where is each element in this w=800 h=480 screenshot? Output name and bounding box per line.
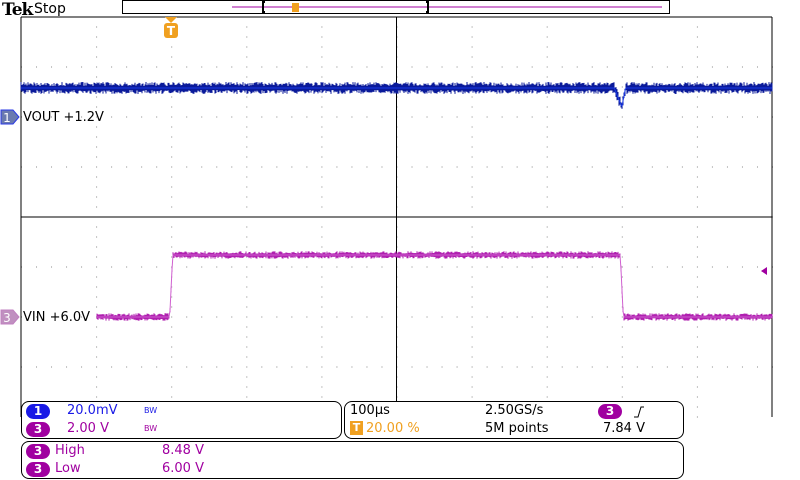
record-length: 5M points — [485, 421, 549, 436]
acquisition-status: Stop — [34, 1, 66, 17]
ch3-ground-marker[interactable]: 3 — [0, 309, 20, 325]
trigger-level-marker — [761, 267, 767, 275]
trace-vout-core — [21, 87, 772, 108]
measurement-value: 6.00 V — [162, 461, 204, 476]
ch1-badge: 1 — [26, 404, 50, 419]
trigger-position-marker[interactable]: T — [164, 17, 178, 38]
horizontal-scale: 100µs — [350, 403, 390, 418]
svg-text:3: 3 — [3, 311, 11, 325]
sample-rate: 2.50GS/s — [485, 403, 544, 418]
trigger-position: 20.00 % — [366, 421, 420, 436]
ch3-badge: 3 — [26, 422, 50, 437]
ch3-bw-limit: BW — [144, 424, 158, 433]
trace-vin — [96, 251, 773, 321]
trace-vin-core — [97, 254, 772, 318]
svg-text:1: 1 — [3, 111, 11, 125]
measurement-name: High — [55, 443, 85, 458]
rising-edge-icon — [634, 406, 644, 418]
ch1-bw-limit: BW — [144, 406, 158, 415]
ch1-ground-marker[interactable]: 1 — [0, 109, 20, 125]
trigger-source-badge: 3 — [598, 404, 622, 419]
channel-settings-panel[interactable]: 1 20.0mV BW 3 2.00 V BW — [21, 401, 342, 439]
record-view[interactable] — [122, 0, 670, 14]
ch1-scale: 20.0mV — [67, 403, 118, 418]
svg-text:T: T — [167, 24, 176, 38]
ch3-scale: 2.00 V — [67, 421, 109, 436]
trigger-level: 7.84 V — [603, 421, 645, 436]
measurement-source-badge: 3 — [26, 462, 50, 477]
brand-logo: Tek — [2, 0, 33, 20]
trigger-icon: T — [350, 421, 363, 435]
timebase-panel[interactable]: 100µs T 20.00 % 2.50GS/s 5M points 3 7.8… — [344, 401, 684, 439]
measurement-value: 8.48 V — [162, 443, 204, 458]
ch3-label: VIN +6.0V — [23, 310, 91, 325]
graticule — [21, 17, 772, 417]
measurement-source-badge: 3 — [26, 444, 50, 459]
measurements-panel[interactable]: 3 High 8.48 V 3 Low 6.00 V — [21, 441, 684, 479]
measurement-name: Low — [55, 461, 81, 476]
ch1-label: VOUT +1.2V — [23, 110, 104, 125]
